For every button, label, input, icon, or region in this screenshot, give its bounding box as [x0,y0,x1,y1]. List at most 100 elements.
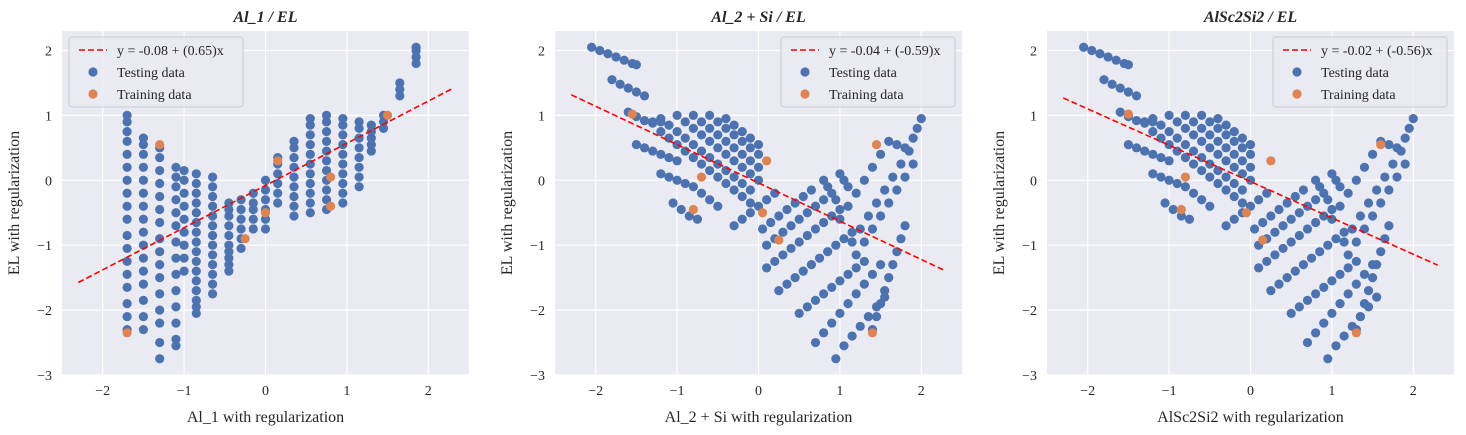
testing-point [884,198,894,208]
x-tick-label: 2 [1410,384,1417,399]
testing-point [289,143,299,153]
legend-fit-label: y = -0.08 + (0.65)x [117,44,224,59]
testing-point [366,133,376,143]
testing-point [672,127,682,137]
testing-point [321,185,332,195]
testing-point [1363,198,1374,208]
testing-point [378,123,389,133]
testing-point [338,178,348,189]
testing-point [639,143,650,153]
testing-point [1213,136,1223,146]
testing-point [762,263,772,273]
testing-point [1131,115,1142,126]
x-tick-label: 1 [1328,384,1335,399]
testing-point [1372,185,1382,195]
testing-point [338,159,348,169]
testing-point [1205,172,1215,182]
testing-point [721,123,731,133]
testing-point [696,130,707,140]
testing-point [1327,308,1337,318]
testing-point [338,149,348,159]
testing-point [680,117,690,127]
testing-point [122,282,132,292]
testing-point [155,191,165,202]
plot-area [77,42,454,364]
testing-point [1221,221,1231,231]
x-tick-label: −1 [670,384,685,399]
testing-point [737,214,747,224]
testing-point [745,133,755,143]
testing-point [1197,152,1207,163]
testing-point [587,42,597,52]
testing-point [1156,152,1166,163]
testing-point [1290,191,1300,202]
regression-line [1062,97,1439,266]
testing-point [191,227,201,237]
testing-point [1095,49,1105,59]
testing-point [810,337,821,348]
testing-point [688,110,698,120]
testing-point [1384,185,1394,195]
legend: y = -0.04 + (-0.59)x Testing data Training… [780,36,956,108]
testing-point [1359,269,1370,279]
testing-point [1323,195,1333,205]
testing-point [1372,260,1382,270]
testing-point [729,143,739,153]
testing-point [859,279,869,289]
testing-point [122,110,132,120]
testing-point [191,302,201,312]
chart-panel-2: −2 −1 0 1 2 −3 −2 −1 0 1 2 Al_2 + Si with regulariz… [499,9,962,426]
testing-point [1286,308,1296,318]
testing-point [607,75,617,85]
testing-point [737,178,747,189]
y-tick-label: −3 [530,369,545,384]
testing-point [1176,211,1186,221]
testing-point [1351,175,1361,185]
testing-point [171,341,181,351]
testing-point [880,185,890,195]
testing-point [713,143,723,153]
testing-point [1156,133,1166,143]
testing-point [737,162,747,172]
testing-point [155,289,165,299]
testing-point [207,230,218,241]
testing-point [260,224,271,234]
testing-point [305,139,315,150]
training-point [240,234,250,244]
testing-point [713,117,723,127]
testing-point [1355,311,1365,322]
testing-point [1140,117,1150,127]
testing-point [672,110,682,120]
x-tick-label: 0 [755,384,762,399]
x-axis-label: AlSc2Si2 with regularization [1157,409,1344,426]
testing-point [1408,114,1418,124]
legend-box [780,36,956,108]
testing-point [705,152,715,163]
chart-title: Al_2 + Si / EL [710,9,806,26]
legend: y = -0.02 + (-0.56)x Testing data Training… [1272,36,1448,108]
testing-point [338,120,348,130]
testing-point [138,279,148,289]
testing-point [289,152,299,163]
testing-point [122,201,132,211]
testing-point [729,172,739,182]
testing-point [1164,175,1174,185]
testing-point [207,172,218,182]
testing-point [1347,224,1357,234]
testing-point [896,234,906,244]
testing-point [305,120,315,130]
training-point [871,139,882,150]
testing-point [122,175,132,185]
testing-point [366,120,376,130]
testing-point [248,198,258,208]
testing-point [338,114,348,124]
testing-point [908,133,918,143]
testing-point [1123,87,1133,97]
testing-point [668,198,678,208]
testing-point [1197,110,1207,120]
testing-point [207,191,218,202]
testing-point [656,169,666,179]
plot-area [1062,42,1439,364]
testing-point [888,260,898,270]
testing-point [155,354,165,364]
